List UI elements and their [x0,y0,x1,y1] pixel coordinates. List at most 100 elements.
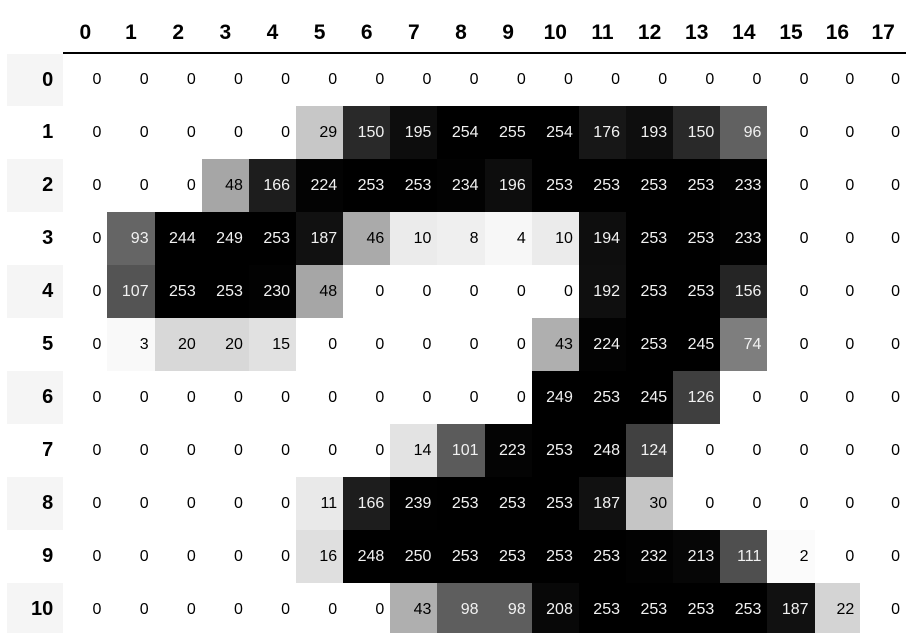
cell-r0-c13: 0 [705,71,715,88]
cell-r5-c5: 0 [328,335,338,353]
column-header-9[interactable]: 9 [484,0,532,54]
cell-r1-c3: 0 [233,123,243,141]
column-header-14[interactable]: 14 [720,0,768,54]
table-row: 1 0 0 0 0 0 29 150 195 254 255 254 176 193 150 96 0 0 0 [7,106,906,159]
table-row: 8 0 0 0 0 0 11 166 239 253 253 253 187 30 0 0 0 0 0 [7,477,906,530]
cell-r5-c4: 15 [248,318,297,371]
column-header-8[interactable]: 8 [437,0,485,54]
cell-r8-c17: 0 [891,494,900,512]
cell-r9-c10: 253 [531,530,579,583]
cell-r4-c14: 156 [720,265,768,318]
cell-r4-c9: 0 [516,282,526,300]
column-header-3[interactable]: 3 [201,0,249,54]
table-row: 3 0 93 244 249 253 187 46 10 8 4 10 194 253 253 233 0 0 0 [7,212,906,265]
cell-r1-c2: 0 [186,123,196,141]
cell-r0-c1: 0 [139,71,149,88]
cell-r9-c7: 250 [390,530,438,583]
cell-r8-c15: 0 [799,494,809,512]
cell-r9-c5: 16 [296,530,344,583]
column-header-0[interactable]: 0 [63,0,108,54]
table-row: 7 0 0 0 0 0 0 0 14 101 223 253 248 124 0 0 0 0 0 [7,424,906,477]
cell-r3-c14: 233 [720,212,768,265]
cell-r8-c2: 0 [186,494,196,512]
cell-r10-c3: 0 [233,600,243,618]
cell-r2-c7: 253 [390,159,438,212]
cell-r6-c13: 126 [673,371,721,424]
cell-r1-c11: 176 [578,106,626,159]
cell-r3-c15: 0 [799,229,809,247]
cell-r8-c10: 253 [531,477,579,530]
row-header-3[interactable]: 3 [7,212,64,265]
cell-r8-c1: 0 [139,494,149,512]
column-header-7[interactable]: 7 [390,0,438,54]
cell-r4-c3: 253 [201,265,249,318]
cell-r8-c8: 253 [437,477,485,530]
cell-r7-c17: 0 [891,441,900,459]
cell-r6-c6: 0 [375,388,385,406]
row-header-1[interactable]: 1 [7,106,64,159]
cell-r9-c15: 2 [767,530,815,583]
column-header-1[interactable]: 1 [107,0,155,54]
cell-r10-c6: 0 [375,600,385,618]
cell-r5-c13: 245 [673,318,721,371]
table-header: 0 1 2 3 4 5 6 7 8 9 10 11 12 13 14 15 16 17 [7,0,906,54]
cell-r10-c13: 253 [673,583,721,633]
row-header-6[interactable]: 6 [7,371,64,424]
cell-r1-c9: 255 [484,106,532,159]
cell-r3-c2: 244 [154,212,202,265]
cell-r6-c17: 0 [891,388,900,406]
column-header-4[interactable]: 4 [248,0,297,54]
cell-r2-c10: 253 [531,159,579,212]
column-header-2[interactable]: 2 [154,0,202,54]
cell-r6-c0: 0 [92,388,102,406]
row-header-5[interactable]: 5 [7,318,64,371]
column-header-5[interactable]: 5 [296,0,344,54]
cell-r6-c11: 253 [578,371,626,424]
row-header-4[interactable]: 4 [7,265,64,318]
column-header-10[interactable]: 10 [531,0,579,54]
row-header-0[interactable]: 0 [7,53,64,106]
cell-r0-c9: 0 [516,71,526,88]
cell-r5-c9: 0 [516,335,526,353]
table-row: 0 0 0 0 0 0 0 0 0 0 0 0 0 0 0 0 0 0 0 [7,53,906,106]
cell-r10-c0: 0 [92,600,102,618]
table-row: 5 0 3 20 20 15 0 0 0 0 0 43 224 253 245 74 0 0 0 [7,318,906,371]
cell-r3-c8: 8 [437,212,485,265]
column-header-11[interactable]: 11 [578,0,626,54]
cell-r5-c2: 20 [154,318,202,371]
cell-r2-c12: 253 [626,159,674,212]
cell-r10-c15: 187 [767,583,815,633]
cell-r4-c7: 0 [422,282,432,300]
column-header-13[interactable]: 13 [673,0,721,54]
row-header-10[interactable]: 10 [7,583,64,633]
cell-r1-c16: 0 [845,123,855,141]
cell-r7-c9: 223 [484,424,532,477]
cell-r8-c12: 30 [626,477,674,530]
cell-r0-c0: 0 [92,71,102,88]
cell-r1-c6: 150 [343,106,391,159]
row-header-8[interactable]: 8 [7,477,64,530]
cell-r2-c8: 234 [437,159,485,212]
column-header-16[interactable]: 16 [814,0,861,54]
column-header-row: 0 1 2 3 4 5 6 7 8 9 10 11 12 13 14 15 16 17 [7,0,906,54]
cell-r3-c16: 0 [845,229,855,247]
column-header-12[interactable]: 12 [626,0,674,54]
cell-r10-c2: 0 [186,600,196,618]
cell-r9-c16: 0 [845,547,855,565]
cell-r4-c16: 0 [845,282,855,300]
cell-r10-c9: 98 [484,583,532,633]
cell-r6-c4: 0 [281,388,291,406]
row-header-2[interactable]: 2 [7,159,64,212]
cell-r4-c6: 0 [375,282,385,300]
cell-r3-c17: 0 [891,229,900,247]
column-header-15[interactable]: 15 [767,0,815,54]
row-header-9[interactable]: 9 [7,530,64,583]
cell-r4-c15: 0 [799,282,809,300]
cell-r0-c8: 0 [469,71,479,88]
cell-r7-c16: 0 [845,441,855,459]
cell-r5-c14: 74 [720,318,768,371]
row-header-7[interactable]: 7 [7,424,64,477]
column-header-17[interactable]: 17 [860,0,906,54]
column-header-6[interactable]: 6 [343,0,391,54]
cell-r4-c8: 0 [469,282,479,300]
